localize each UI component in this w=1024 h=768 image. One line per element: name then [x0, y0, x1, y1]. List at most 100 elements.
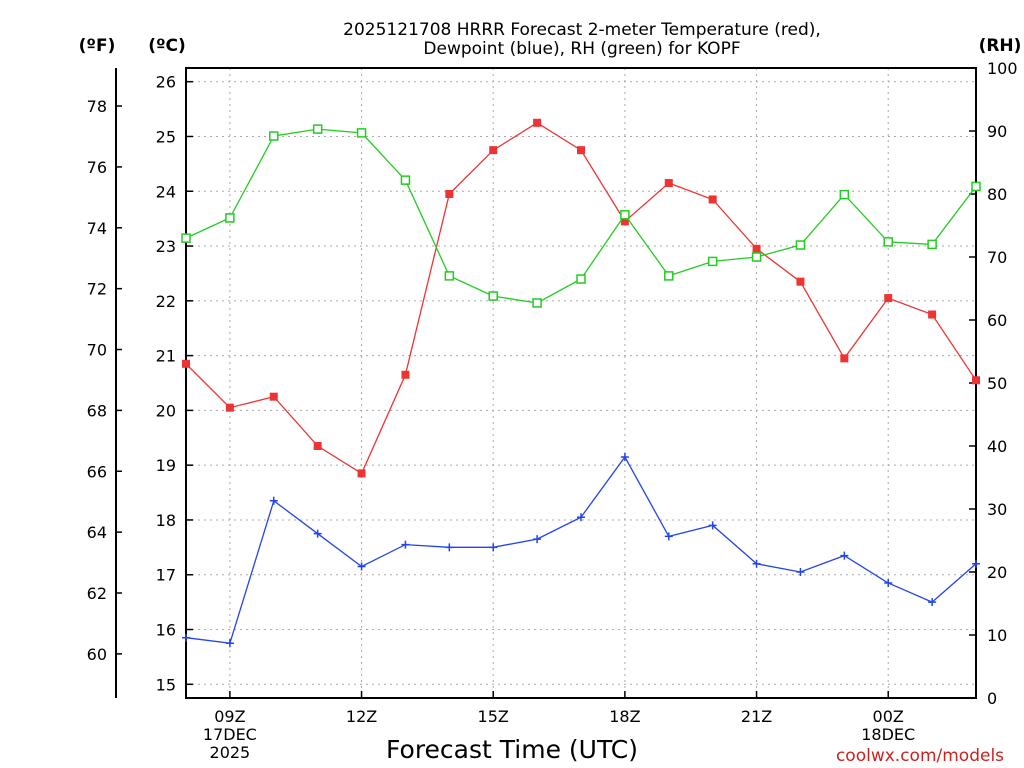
celsius-tick-label: 20: [156, 401, 176, 420]
x-tick-label: 2025: [210, 743, 251, 762]
fahrenheit-tick-label: 76: [87, 158, 107, 177]
dewpoint-line: [185, 455, 977, 644]
dewpoint-point: [313, 529, 322, 538]
fahrenheit-tick-label: 74: [87, 219, 107, 238]
2-meter-temperature-point: [225, 403, 234, 412]
2-meter-temperature-point: [445, 190, 454, 198]
2-meter-temperature-point: [708, 195, 717, 204]
gridlines: [186, 68, 976, 698]
rh-point: [620, 210, 630, 220]
fahrenheit-tick-label: 60: [87, 645, 107, 664]
2-meter-temperature-point: [182, 359, 190, 368]
fahrenheit-tick-label: 78: [87, 97, 107, 116]
dewpoint-point: [182, 633, 190, 642]
rh-tick-label: 0: [987, 689, 997, 708]
2-meter-temperature-line: [185, 122, 977, 475]
rh-point: [488, 291, 498, 301]
rh-point: [225, 213, 235, 223]
x-tick-label: 00Z: [873, 707, 904, 726]
x-axis-title: Forecast Time (UTC): [386, 735, 638, 764]
rh-point: [795, 240, 806, 250]
credit-text: coolwx.com/models: [836, 746, 1004, 766]
2-meter-temperature-point: [972, 376, 980, 385]
dewpoint-point: [357, 562, 366, 571]
dewpoint-point: [840, 551, 849, 560]
dewpoint-point: [445, 543, 454, 552]
fahrenheit-tick-label: 72: [87, 280, 107, 299]
rh-point: [269, 131, 279, 141]
x-tick-label: 18Z: [609, 707, 640, 726]
rh-point: [839, 189, 850, 200]
rh-point: [181, 233, 191, 243]
rh-tick-label: 50: [987, 374, 1007, 393]
dewpoint-point: [928, 598, 937, 607]
celsius-tick-label: 24: [156, 182, 176, 201]
fahrenheit-tick-label: 66: [87, 462, 107, 481]
rh-point: [971, 181, 981, 192]
chart-title-line-2: Dewpoint (blue), RH (green) for KOPF: [423, 39, 740, 59]
rh-point: [444, 271, 455, 281]
dewpoint-point: [489, 543, 498, 552]
plot-frame: [185, 67, 977, 699]
rh-tick-label: 60: [987, 311, 1007, 330]
2-meter-temperature-point: [577, 146, 585, 155]
fahrenheit-tick-label: 70: [87, 341, 107, 360]
dewpoint-point: [225, 639, 234, 648]
dewpoint-point: [796, 568, 805, 576]
2-meter-temperature-point: [752, 244, 761, 253]
x-tick-label: 18DEC: [861, 725, 915, 744]
celsius-tick-label: 16: [156, 621, 176, 640]
2-meter-temperature-point: [928, 310, 937, 319]
rh-point: [664, 271, 674, 281]
rh-tick-label: 80: [987, 185, 1007, 204]
x-tick-label: 15Z: [478, 707, 509, 726]
rh-tick-label: 30: [987, 500, 1007, 519]
dewpoint-point: [884, 578, 893, 587]
2-meter-temperature-point: [840, 354, 849, 363]
x-tick-label: 21Z: [741, 707, 772, 726]
rh-point: [883, 237, 893, 247]
dewpoint-point: [401, 540, 410, 549]
rh-tick-label: 70: [987, 248, 1007, 267]
rh-point: [707, 256, 718, 267]
chart-title-line-1: 2025121708 HRRR Forecast 2-meter Tempera…: [343, 20, 821, 40]
2-meter-temperature-point: [489, 146, 498, 155]
dewpoint-point: [620, 452, 629, 461]
rh-point: [576, 274, 586, 284]
celsius-tick-label: 18: [156, 511, 176, 530]
x-tick-label: 12Z: [346, 707, 377, 726]
2-meter-temperature-point: [620, 217, 629, 226]
dewpoint-point: [577, 513, 585, 522]
dewpoint-point: [972, 559, 980, 568]
fahrenheit-tick-label: 62: [87, 584, 107, 603]
rh-point: [927, 239, 937, 250]
dewpoint-point: [269, 496, 278, 505]
dewpoint-point: [664, 532, 673, 541]
2-meter-temperature-point: [269, 392, 278, 401]
fahrenheit-tick-label: 64: [87, 523, 107, 542]
celsius-tick-label: 17: [156, 566, 176, 585]
dewpoint-point: [752, 559, 761, 568]
rh-tick-label: 10: [987, 626, 1007, 645]
data-series: [181, 118, 981, 648]
celsius-tick-label: 21: [156, 347, 176, 366]
rh-tick-label: 100: [987, 59, 1018, 78]
rh-point: [751, 252, 762, 262]
celsius-tick-label: 19: [156, 456, 176, 475]
rh-point: [532, 298, 542, 308]
x-tick-label: 17DEC: [203, 725, 257, 744]
rh-tick-label: 90: [987, 122, 1007, 141]
celsius-unit-label: (ºC): [148, 36, 186, 56]
2-meter-temperature-point: [664, 179, 673, 188]
celsius-tick-label: 22: [156, 292, 176, 311]
dewpoint-point: [708, 521, 717, 530]
fahrenheit-tick-label: 68: [87, 401, 107, 420]
dewpoint-point: [533, 535, 542, 544]
celsius-tick-label: 26: [156, 73, 176, 92]
celsius-tick-label: 15: [156, 675, 176, 694]
x-tick-label: 09Z: [214, 707, 245, 726]
2-meter-temperature-point: [401, 370, 410, 379]
2-meter-temperature-point: [533, 118, 542, 127]
fahrenheit-unit-label: (ºF): [79, 36, 116, 56]
